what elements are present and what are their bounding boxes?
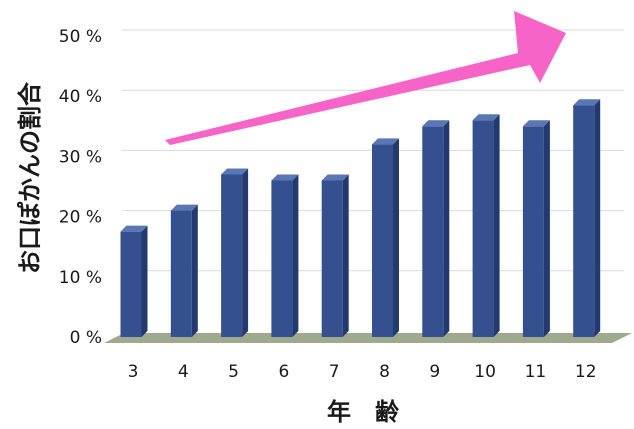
bar xyxy=(422,120,450,337)
y-tick-label: 30 % xyxy=(59,147,102,167)
x-tick-label: 9 xyxy=(429,362,440,382)
x-tick-label: 7 xyxy=(329,362,340,382)
bar-front xyxy=(221,174,243,337)
x-tick-label: 11 xyxy=(525,362,547,382)
bar-front xyxy=(321,180,343,337)
bars xyxy=(120,99,601,337)
bar-top xyxy=(522,120,550,127)
bar-side xyxy=(242,168,249,337)
x-tick-label: 8 xyxy=(379,362,390,382)
bar-top xyxy=(120,225,148,232)
y-tick-label: 10 % xyxy=(59,268,102,288)
bar-top xyxy=(271,174,299,181)
bar-side xyxy=(594,99,601,337)
y-tick-label: 0 % xyxy=(70,328,102,348)
y-tick-label: 50 % xyxy=(59,27,102,47)
bar xyxy=(372,138,399,337)
bar xyxy=(120,225,148,337)
bar-top xyxy=(472,114,500,121)
bar-side xyxy=(342,174,349,337)
y-axis-ticks: 0 % 10 % 20 % 30 % 40 % 50 % xyxy=(59,27,102,348)
bar-top xyxy=(221,168,249,175)
y-axis-label: お口ぽかんの割合 xyxy=(16,81,44,274)
bar-side xyxy=(543,120,550,337)
bar-side xyxy=(141,225,148,337)
bar-side xyxy=(393,138,399,337)
bar-front xyxy=(573,105,595,337)
x-tick-label: 10 xyxy=(474,362,496,382)
x-tick-label: 3 xyxy=(128,362,139,382)
bar xyxy=(573,99,601,337)
x-axis-label: 年 齢 xyxy=(327,398,400,426)
bar xyxy=(522,120,550,337)
x-tick-label: 4 xyxy=(178,362,189,382)
bar-side xyxy=(191,204,198,337)
bar xyxy=(321,174,349,337)
bar-front xyxy=(472,120,494,337)
x-tick-label: 5 xyxy=(228,362,239,382)
bar-top xyxy=(170,204,198,211)
bar-top xyxy=(573,99,601,106)
y-tick-label: 40 % xyxy=(59,87,102,107)
bar-front xyxy=(271,180,293,337)
bar-front xyxy=(372,144,393,337)
x-tick-label: 12 xyxy=(575,362,597,382)
bar-side xyxy=(292,174,299,337)
bar-top xyxy=(372,138,399,145)
bar xyxy=(472,114,500,337)
bar-front xyxy=(170,210,192,337)
bar-front xyxy=(422,126,444,337)
bar-side xyxy=(443,120,450,337)
trend-arrow xyxy=(165,11,566,145)
bar-top xyxy=(321,174,349,181)
bar-front xyxy=(120,231,142,337)
bar-top xyxy=(422,120,450,127)
bar xyxy=(271,174,299,337)
x-tick-label: 6 xyxy=(278,362,289,382)
y-tick-label: 20 % xyxy=(59,208,102,228)
x-axis-ticks: 3 4 5 6 7 8 9 10 11 12 xyxy=(128,362,597,382)
bar xyxy=(170,204,198,337)
bar xyxy=(221,168,249,337)
bar-front xyxy=(522,126,544,337)
bar-side xyxy=(493,114,500,337)
